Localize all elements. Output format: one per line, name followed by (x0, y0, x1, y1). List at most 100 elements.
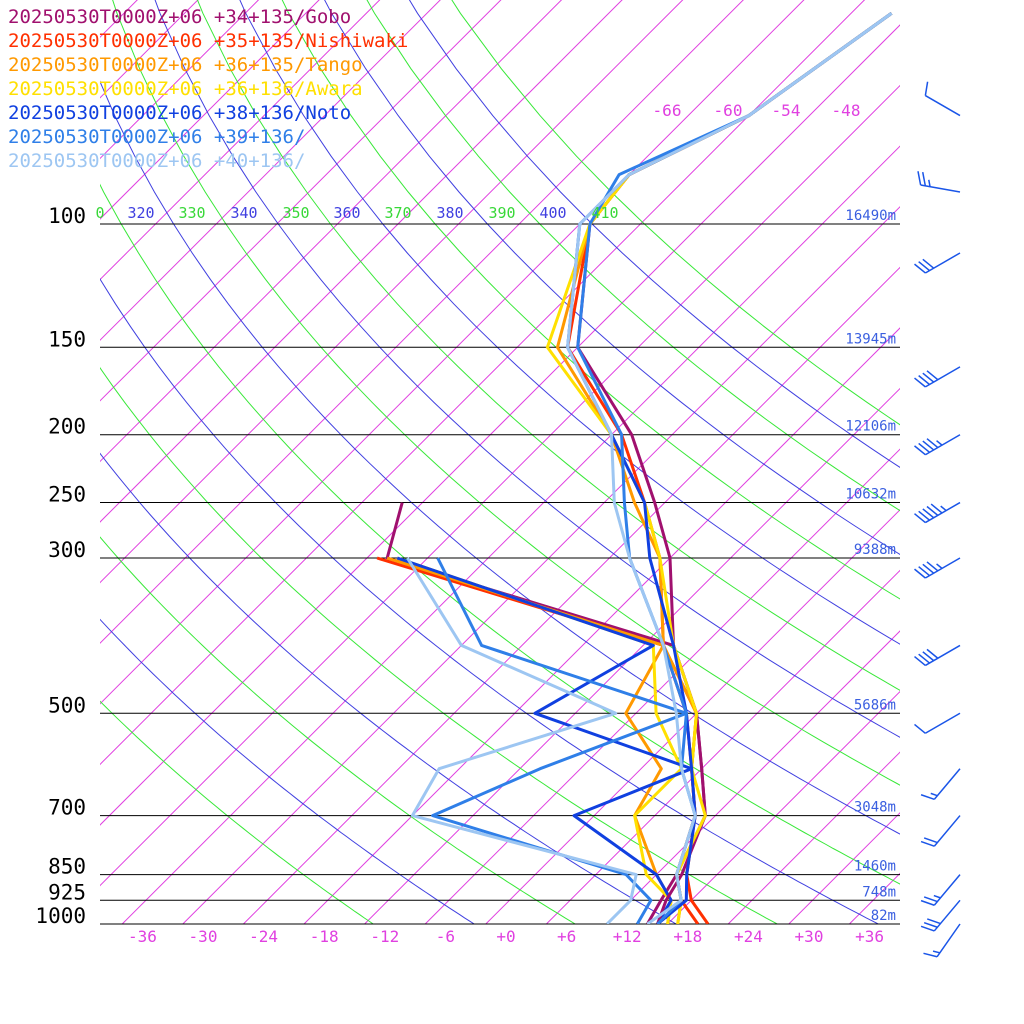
wind-barb (914, 434, 961, 456)
wind-barb-feather (914, 656, 926, 667)
pressure-tick-label: 700 (48, 796, 86, 820)
temperature-series-line (576, 12, 893, 924)
theta-tick-label: 0 (95, 204, 104, 222)
temperature-tick-label: +12 (613, 927, 642, 946)
isotherm-line (100, 0, 320, 220)
wind-barb-feather (922, 440, 935, 451)
theta-tick-label: 400 (539, 204, 566, 222)
theta-tick-label: 330 (178, 204, 205, 222)
legend-entry: 20250530T0000Z+06 +38+136/Noto (8, 102, 351, 124)
dewpoint-series-line (431, 557, 688, 924)
wind-barb (920, 899, 961, 932)
isotherm-line (100, 0, 199, 99)
wind-barb (914, 712, 961, 734)
isotherm-line (667, 690, 900, 924)
theta-line (100, 536, 577, 924)
wind-barb-half-feather (936, 440, 943, 446)
theta-line (100, 700, 375, 924)
height-label: 16490m (845, 208, 896, 224)
height-label: 10632m (845, 487, 896, 503)
temperature-tick-label: -18 (310, 927, 339, 946)
wind-barb (914, 366, 961, 388)
temperature-tick-label: +24 (734, 927, 763, 946)
wind-barb-feather (918, 566, 930, 577)
wind-barb-feather (922, 563, 935, 574)
pressure-tick-label: 850 (48, 855, 86, 879)
temperature-tick-label: +30 (795, 927, 824, 946)
temperature-tick-label: -6 (436, 927, 455, 946)
wind-barb-feather (924, 81, 929, 96)
isotherm-line (100, 0, 563, 463)
pressure-tick-label: 500 (48, 693, 86, 717)
legend-entry: 20250530T0000Z+06 +36+136/Awara (8, 78, 363, 100)
isotherm-line (100, 24, 900, 826)
isotherm-line (100, 0, 260, 160)
theta-tick-label: 380 (436, 204, 463, 222)
theta-tick-label: 350 (282, 204, 309, 222)
wind-barb (914, 501, 961, 524)
height-label: 748m (862, 884, 896, 900)
pressure-tick-label: 300 (48, 538, 86, 562)
wind-barb-feather (922, 508, 935, 519)
height-label: 9388m (854, 542, 896, 558)
temperature-tick-label: -12 (370, 927, 399, 946)
wind-barb-staff (933, 768, 961, 800)
wind-barb-feather (914, 263, 926, 274)
height-label: 13945m (845, 331, 896, 347)
isotherm-line (485, 509, 900, 924)
wind-barb-staff (933, 815, 961, 847)
wind-barb-staff (933, 874, 961, 906)
upper-temperature-label: -66 (653, 101, 682, 120)
isotherm-line (182, 206, 900, 924)
isotherm-line (849, 872, 900, 924)
legend-entry: 20250530T0000Z+06 +39+136/ (8, 126, 305, 148)
isotherm-line (100, 0, 502, 402)
wind-barb-feather (923, 952, 938, 958)
wind-barb-feather (914, 513, 926, 524)
wind-barb-feather (930, 503, 943, 514)
isotherm-line (100, 0, 381, 281)
legend-entry: 20250530T0000Z+06 +40+136/ (8, 150, 305, 172)
wind-barb-staff (936, 923, 961, 958)
upper-temperature-label: -48 (832, 101, 861, 120)
wind-barb-feather (926, 438, 939, 449)
wind-barb-staff (924, 252, 961, 274)
pressure-tick-label: 250 (48, 483, 86, 507)
legend-entry: 20250530T0000Z+06 +36+135/Tango (8, 54, 363, 76)
pressure-tick-label: 200 (48, 415, 86, 439)
wind-barb-feather (920, 840, 935, 847)
isotherm-line (303, 327, 900, 924)
isotherm-line (727, 751, 900, 924)
isotherm-line (424, 448, 900, 924)
temperature-series-line (566, 12, 893, 924)
wind-barb-feather (921, 171, 927, 186)
wind-barb-feather (926, 370, 939, 381)
wind-barb-staff (924, 712, 961, 734)
isotherm-line (243, 266, 900, 924)
isotherm-line (100, 0, 744, 644)
wind-barb-feather (918, 510, 930, 521)
wind-barb (914, 644, 961, 667)
legend-entry: 20250530T0000Z+06 +35+135/Nishiwaki (8, 30, 408, 52)
wind-barb-half-feather (940, 505, 947, 512)
theta-tick-label: 320 (127, 204, 154, 222)
theta-line (100, 452, 678, 924)
temperature-series-line (545, 12, 893, 924)
wind-barb-feather (920, 925, 935, 932)
wind-barb-feather (918, 442, 930, 453)
wind-barb-staff (924, 94, 961, 117)
wind-barb-feather (918, 375, 930, 386)
theta-tick-label: 370 (384, 204, 411, 222)
theta-tick-label: 390 (488, 204, 515, 222)
isotherm-line (121, 145, 900, 924)
temperature-series-line (556, 12, 893, 924)
isotherm-line (364, 387, 900, 924)
height-label: 12106m (845, 419, 896, 435)
upper-temperature-label: -54 (772, 101, 801, 120)
wind-barbs (914, 81, 961, 958)
wind-barb-feather (920, 899, 935, 906)
wind-barb-staff (924, 501, 961, 524)
isotherm-line (100, 0, 441, 341)
wind-barb-staff (920, 184, 961, 193)
